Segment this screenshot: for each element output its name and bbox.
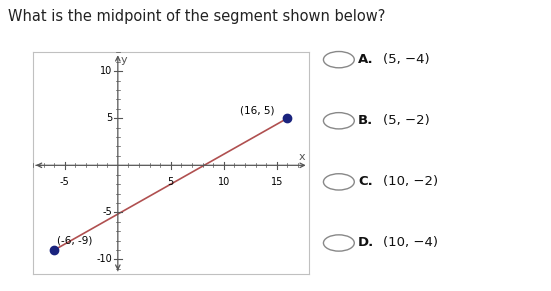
Text: x: x — [299, 152, 305, 162]
Text: -10: -10 — [97, 254, 112, 265]
Text: D.: D. — [358, 237, 374, 249]
Text: 5: 5 — [106, 113, 112, 123]
Text: A.: A. — [358, 53, 374, 66]
Text: y: y — [121, 55, 128, 65]
Text: (10, −4): (10, −4) — [383, 237, 438, 249]
Text: (-6, -9): (-6, -9) — [57, 235, 93, 245]
Text: -5: -5 — [103, 207, 112, 217]
Text: (5, −4): (5, −4) — [383, 53, 430, 66]
Text: (5, −2): (5, −2) — [383, 114, 430, 127]
Text: 10: 10 — [218, 177, 230, 187]
Text: 15: 15 — [271, 177, 283, 187]
Text: (10, −2): (10, −2) — [383, 175, 438, 188]
Text: -5: -5 — [60, 177, 70, 187]
Text: (16, 5): (16, 5) — [240, 106, 274, 116]
Text: 10: 10 — [100, 66, 112, 76]
Text: B.: B. — [358, 114, 374, 127]
Text: 5: 5 — [168, 177, 174, 187]
Text: C.: C. — [358, 175, 373, 188]
Text: What is the midpoint of the segment shown below?: What is the midpoint of the segment show… — [8, 9, 386, 24]
